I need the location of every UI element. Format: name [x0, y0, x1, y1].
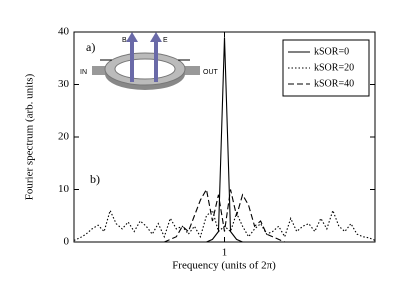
x-tick-label: 1 [222, 247, 228, 259]
annotation: E [163, 37, 168, 44]
y-tick-label: 20 [58, 131, 70, 143]
annotation: b) [90, 172, 100, 186]
annotation: B [122, 37, 127, 44]
series-line [73, 208, 376, 241]
series-line [74, 187, 375, 243]
annotation: IN [80, 69, 87, 76]
y-tick-label: 10 [58, 183, 70, 195]
legend-label: kSOR=40 [314, 78, 354, 89]
lead-out [176, 66, 200, 75]
annotation: a) [86, 40, 95, 54]
e-arrow-head [150, 32, 162, 42]
legend-label: kSOR=20 [314, 62, 354, 73]
lead-in [92, 66, 116, 75]
y-tick-label: 0 [64, 236, 70, 248]
x-axis-label: Frequency (units of 2π) [172, 260, 276, 272]
inset-diagram [92, 32, 200, 90]
annotation: OUT [203, 69, 219, 76]
ring-hole [114, 58, 176, 80]
y-axis-label: Fourier spectrum (arb. units) [24, 73, 36, 200]
b-arrow-head [126, 32, 138, 42]
y-tick-label: 30 [58, 78, 70, 90]
y-tick-label: 40 [58, 26, 70, 38]
legend-label: kSOR=0 [314, 46, 349, 57]
legend-box [282, 39, 370, 97]
